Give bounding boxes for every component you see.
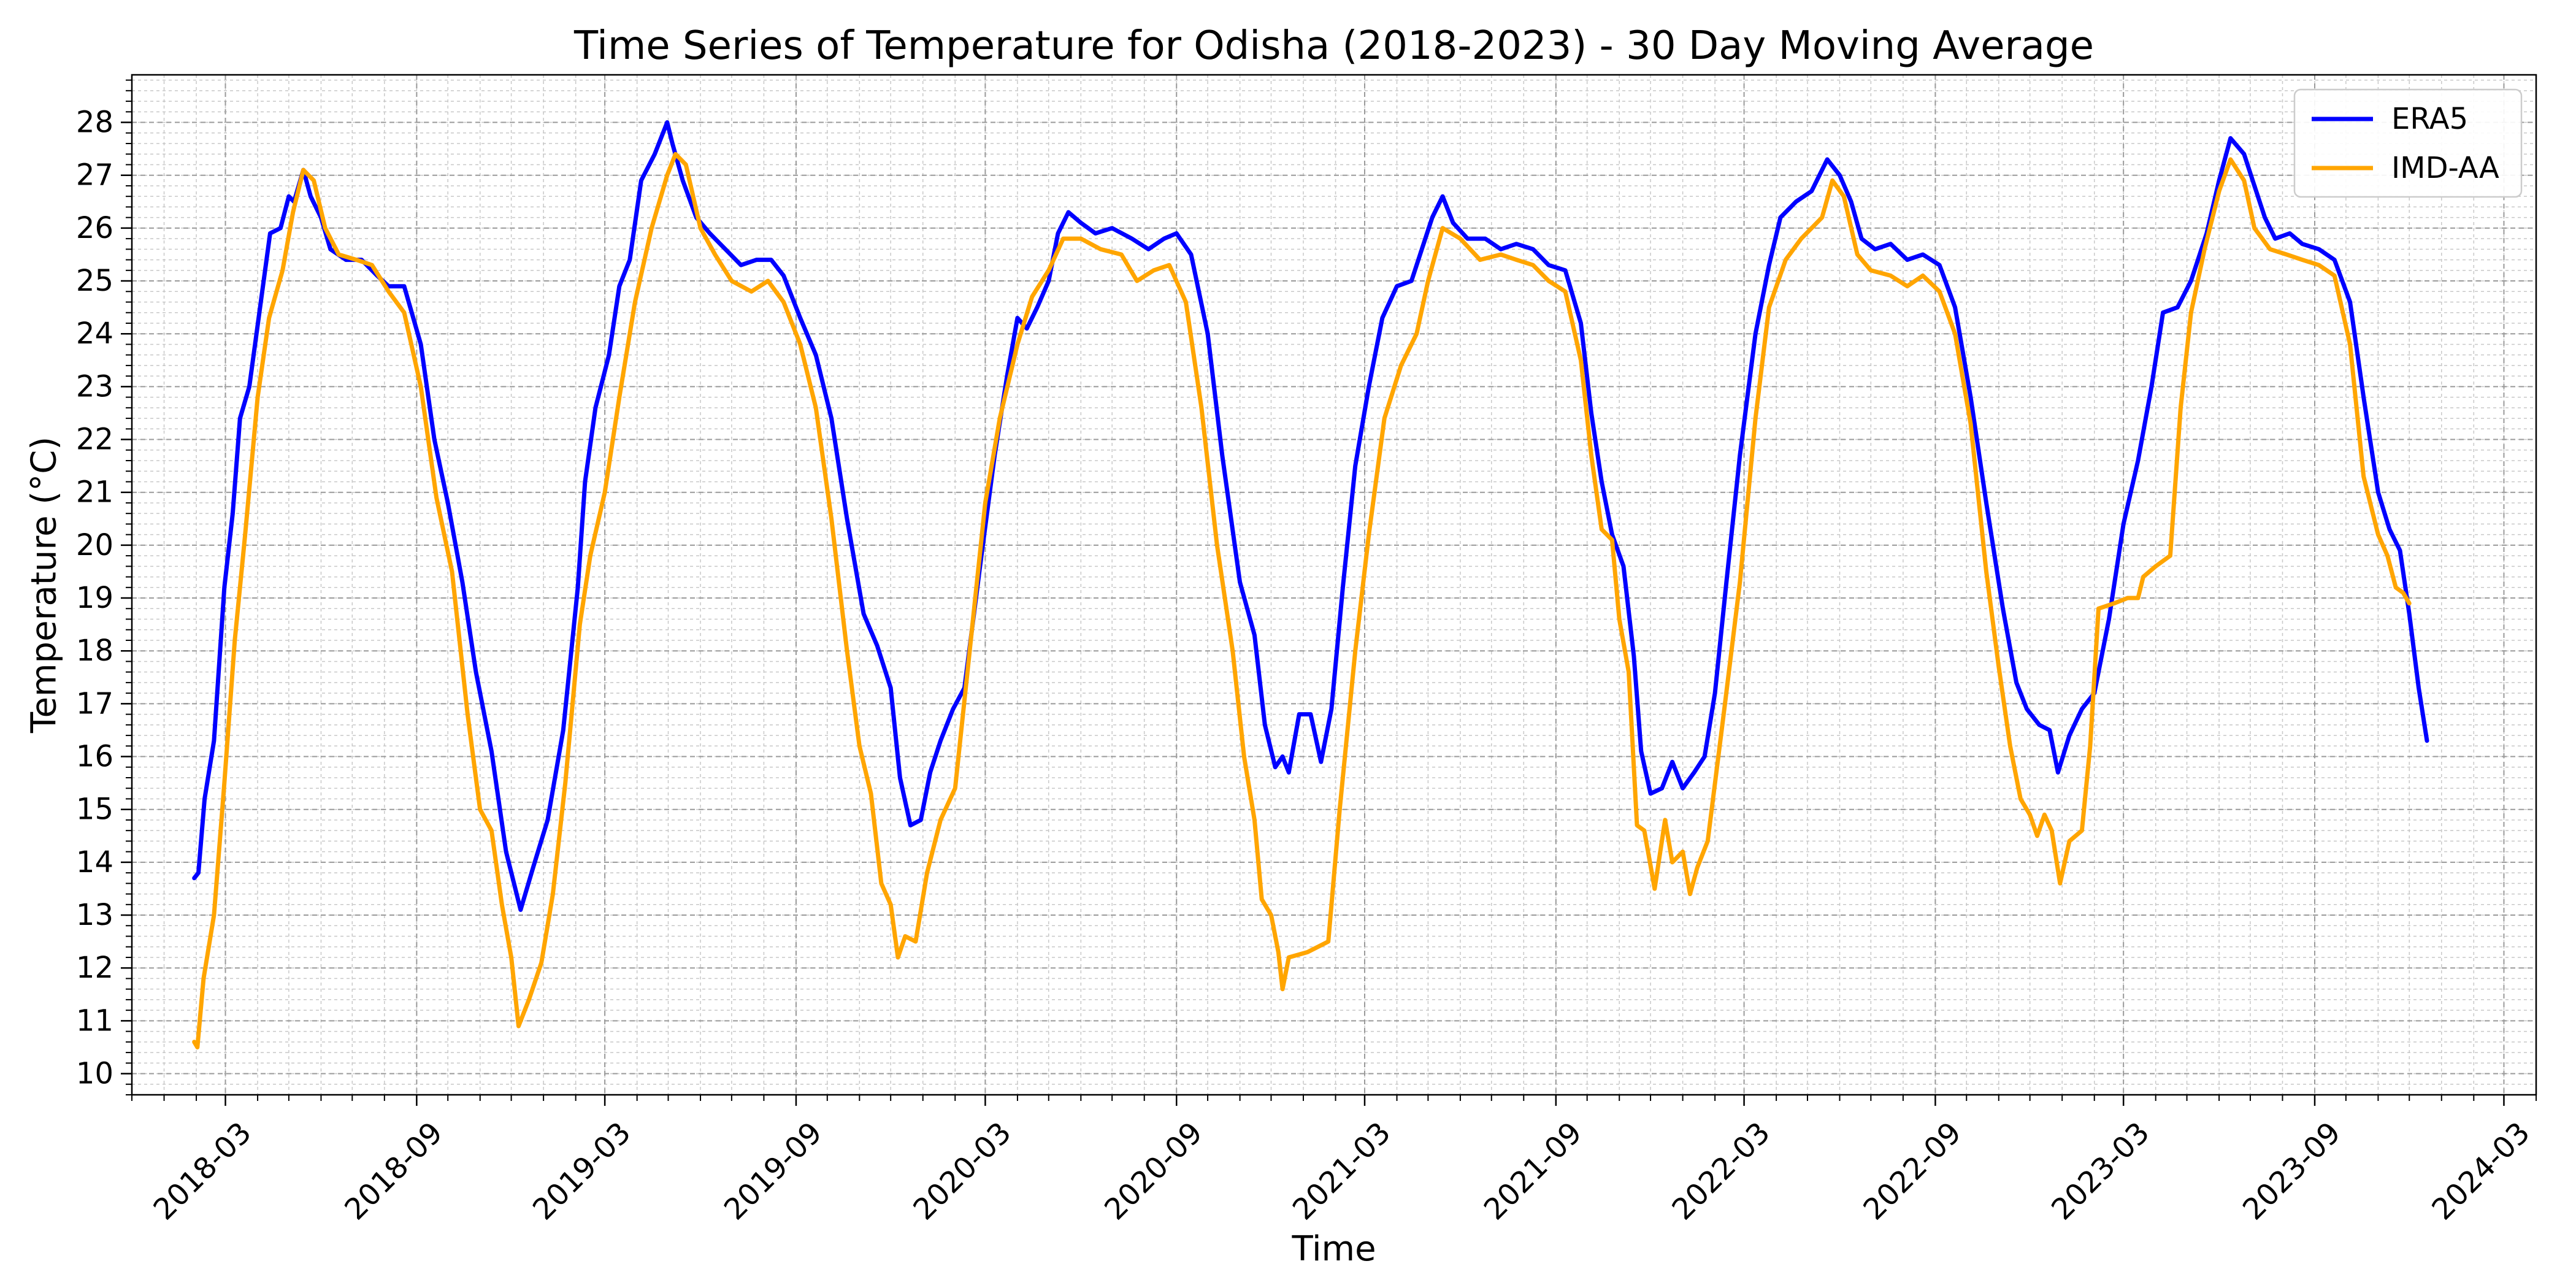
y-tick-label: 14 — [76, 845, 113, 880]
y-tick-label: 21 — [76, 475, 113, 510]
chart-title: Time Series of Temperature for Odisha (2… — [573, 23, 2094, 69]
y-tick-label: 19 — [76, 581, 113, 615]
y-tick-label: 17 — [76, 686, 113, 721]
y-tick-label: 18 — [76, 634, 113, 668]
x-axis-label: Time — [1291, 1229, 1376, 1269]
y-tick-label: 13 — [76, 898, 113, 932]
y-tick-label: 10 — [76, 1057, 113, 1091]
y-axis: 10 11 12 13 14 15 16 17 18 19 20 21 22 23 24 25 26 27 28 — [76, 79, 132, 1095]
legend-label: IMD-AA — [2391, 151, 2499, 185]
y-tick-label: 15 — [76, 792, 113, 827]
plot-frame — [131, 74, 2537, 1096]
y-tick-label: 28 — [76, 105, 113, 140]
y-tick-label: 24 — [76, 316, 113, 351]
y-tick-label: 20 — [76, 528, 113, 562]
y-tick-label: 26 — [76, 211, 113, 245]
y-tick-label: 27 — [76, 158, 113, 193]
legend-label: ERA5 — [2391, 102, 2468, 136]
series-line-era5 — [192, 120, 2429, 912]
series-line-imd-aa — [192, 151, 2412, 1049]
y-tick-label: 23 — [76, 369, 113, 404]
y-axis-label: Temperature (°C) — [25, 437, 64, 734]
series-layer — [192, 120, 2429, 1049]
y-tick-label: 11 — [76, 1003, 113, 1038]
y-tick-label: 16 — [76, 740, 113, 774]
y-tick-label: 12 — [76, 951, 113, 985]
y-tick-label: 22 — [76, 423, 113, 457]
y-tick-label: 25 — [76, 264, 113, 298]
legend: ERA5 IMD-AA — [2293, 88, 2523, 198]
